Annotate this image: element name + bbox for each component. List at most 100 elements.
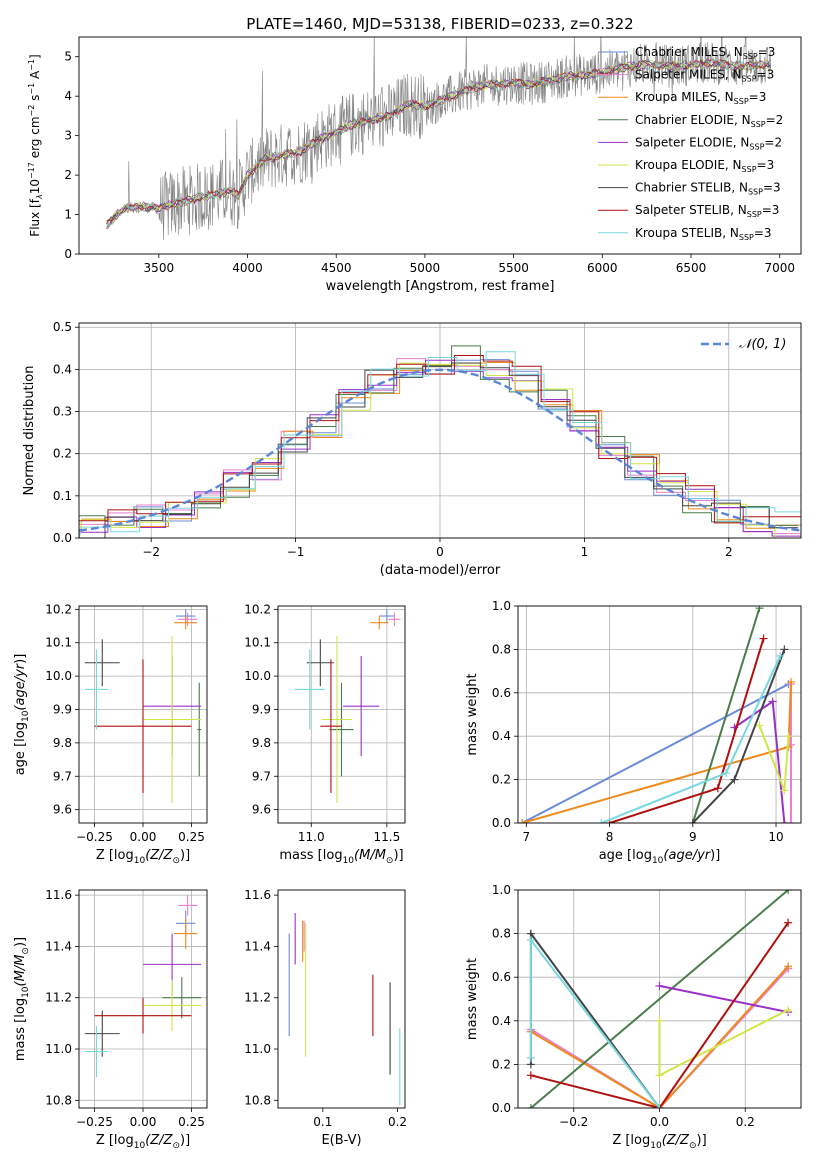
histogram-step-line bbox=[79, 359, 801, 538]
errorbar-data bbox=[294, 609, 401, 803]
label-subscript: 10 bbox=[134, 1141, 146, 1151]
x-tick-label: 0.2 bbox=[736, 1115, 755, 1129]
y-tick-label: 0.0 bbox=[492, 816, 511, 830]
label-rest: 10 bbox=[28, 179, 42, 194]
y-tick-label: 10.8 bbox=[244, 1093, 271, 1107]
axes-frame bbox=[78, 889, 208, 1109]
x-tick-label: 5000 bbox=[410, 261, 441, 275]
x-tick-label: −0.25 bbox=[76, 830, 113, 844]
model-spectrum-line bbox=[106, 58, 771, 222]
label-rest: s bbox=[28, 95, 42, 105]
x-tick-label: 0.00 bbox=[130, 830, 157, 844]
label-end: )] bbox=[13, 937, 28, 947]
y-tick-label: 9.9 bbox=[53, 702, 72, 716]
legend-tail: =3 bbox=[749, 90, 767, 104]
weight-line bbox=[658, 1009, 789, 1077]
label-superscript: −17 bbox=[27, 162, 36, 179]
weight-line bbox=[530, 965, 789, 1108]
legend-label: 𝒩(0, 1) bbox=[739, 337, 786, 352]
legend-subscript: SSP bbox=[747, 210, 762, 219]
errorbar-data bbox=[288, 913, 401, 1106]
y-tick-label: 10.0 bbox=[45, 669, 72, 683]
y-tick-label: 10.8 bbox=[45, 1093, 72, 1107]
histogram-step-line bbox=[79, 362, 801, 538]
legend-label: Kroupa ELODIE, NSSP=3 bbox=[635, 158, 774, 174]
y-tick-label: 11.2 bbox=[45, 991, 72, 1005]
label-superscript: −1 bbox=[27, 83, 36, 95]
legend-label: Chabrier MILES, NSSP=3 bbox=[635, 45, 775, 61]
y-axis-label: mass weight bbox=[465, 958, 480, 1040]
y-tick-label: 11.2 bbox=[244, 991, 271, 1005]
label-subscript: 10 bbox=[21, 986, 31, 998]
y-tick-label: 11.6 bbox=[244, 888, 271, 902]
y-tick-label: 9.6 bbox=[252, 803, 271, 817]
x-axis-label: E(B-V) bbox=[321, 1133, 361, 1148]
x-axis-label: mass [log10(M/M⊙)] bbox=[279, 848, 403, 866]
legend-subscript: SSP bbox=[748, 188, 763, 197]
y-axis-label: Flux [fλ10−17 erg cm−2 s−1 A−1] bbox=[27, 54, 44, 236]
x-tick-label: 8 bbox=[606, 830, 614, 844]
y-axis-label: Normed distribution bbox=[22, 366, 37, 496]
label-subscript: ⊙ bbox=[172, 1141, 180, 1151]
legend-subscript: SSP bbox=[751, 120, 766, 129]
mass-vs-ebv-panel: 0.1 0.2 10.8 11.0 11.2 11.4 11.6 E(B-V) bbox=[244, 888, 407, 1148]
x-tick-label: −0.25 bbox=[76, 1115, 113, 1129]
y-axis-label: mass weight bbox=[465, 673, 480, 755]
weight-data bbox=[526, 890, 793, 1108]
axes-frame bbox=[517, 605, 802, 824]
label-end: )] bbox=[393, 848, 403, 863]
x-tick-label: 0.25 bbox=[178, 830, 205, 844]
axes-frame bbox=[78, 36, 802, 255]
x-tick-label: 0.1 bbox=[313, 1115, 332, 1129]
x-axis-label: (data-model)/error bbox=[380, 563, 501, 578]
x-tick-label: 0.25 bbox=[178, 1115, 205, 1129]
legend-subscript: SSP bbox=[742, 165, 757, 174]
legend-label: Chabrier ELODIE, NSSP=2 bbox=[635, 113, 783, 129]
histogram-step-line bbox=[79, 355, 801, 538]
y-tick-label: 3 bbox=[64, 129, 72, 143]
y-tick-label: 4 bbox=[64, 89, 72, 103]
label-end: ] bbox=[28, 54, 42, 59]
label-subscript: 10 bbox=[343, 856, 355, 866]
model-spectrum-line bbox=[106, 58, 771, 225]
weight-vs-age-panel: 7 8 9 10 0.0 0.2 0.4 0.6 0.8 1.0 age [log10(age/yr… bbox=[465, 599, 802, 866]
x-axis-label: Z [log10(Z/Z⊙)] bbox=[96, 1133, 190, 1151]
legend-tail: =3 bbox=[762, 203, 780, 217]
y-tick-label: 0.0 bbox=[53, 531, 72, 545]
x-tick-label: 11.0 bbox=[298, 830, 325, 844]
y-tick-label: 10.2 bbox=[244, 602, 271, 616]
y-tick-label: 9.8 bbox=[252, 736, 271, 750]
spectrum-data bbox=[106, 37, 772, 241]
x-axis-label: Z [log10(Z/Z⊙)] bbox=[96, 848, 190, 866]
y-tick-label: 0.3 bbox=[53, 405, 72, 419]
x-tick-label: 0.2 bbox=[388, 1115, 407, 1129]
weight-line bbox=[530, 922, 789, 1108]
label-end: )] bbox=[13, 654, 28, 664]
weight-line bbox=[521, 683, 789, 823]
y-tick-label: 10.1 bbox=[244, 636, 271, 650]
label-rest: (Z/Z bbox=[662, 1133, 690, 1148]
y-tick-label: 5 bbox=[64, 50, 72, 64]
label-subscript: ⊙ bbox=[386, 856, 394, 866]
legend-tail: =3 bbox=[757, 158, 775, 172]
y-tick-label: 0.4 bbox=[53, 362, 72, 376]
y-tick-label: 0.8 bbox=[492, 642, 511, 656]
x-tick-label: 0.00 bbox=[130, 1115, 157, 1129]
y-tick-label: 0.5 bbox=[53, 320, 72, 334]
errorbar-data bbox=[84, 609, 202, 803]
x-tick-label: 9 bbox=[689, 830, 697, 844]
legend-subscript: SSP bbox=[734, 97, 749, 106]
age-vs-z-panel: −0.25 0.00 0.25 9.6 9.7 9.8 9.9 10.0 10.1 10.2 Z [… bbox=[13, 602, 208, 866]
y-tick-label: 9.7 bbox=[252, 769, 271, 783]
weight-vs-z-panel: −0.2 0.0 0.2 0.0 0.2 0.4 0.6 0.8 1.0 Z [log10(Z/Z… bbox=[465, 883, 802, 1151]
label-subscript: 10 bbox=[134, 856, 146, 866]
residuals-panel: −2 −1 0 1 2 0.0 0.1 0.2 0.3 0.4 0.5 (data-model)/er… bbox=[22, 320, 802, 578]
x-axis-label: wavelength [Angstrom, rest frame] bbox=[326, 279, 555, 294]
legend-subscript: SSP bbox=[739, 233, 754, 242]
y-tick-label: 1.0 bbox=[492, 599, 511, 613]
label-subscript: 10 bbox=[21, 710, 31, 722]
y-tick-label: 0.4 bbox=[492, 729, 511, 743]
y-tick-label: 10.0 bbox=[244, 669, 271, 683]
x-tick-label: 4500 bbox=[321, 261, 352, 275]
x-tick-label: 4000 bbox=[232, 261, 263, 275]
